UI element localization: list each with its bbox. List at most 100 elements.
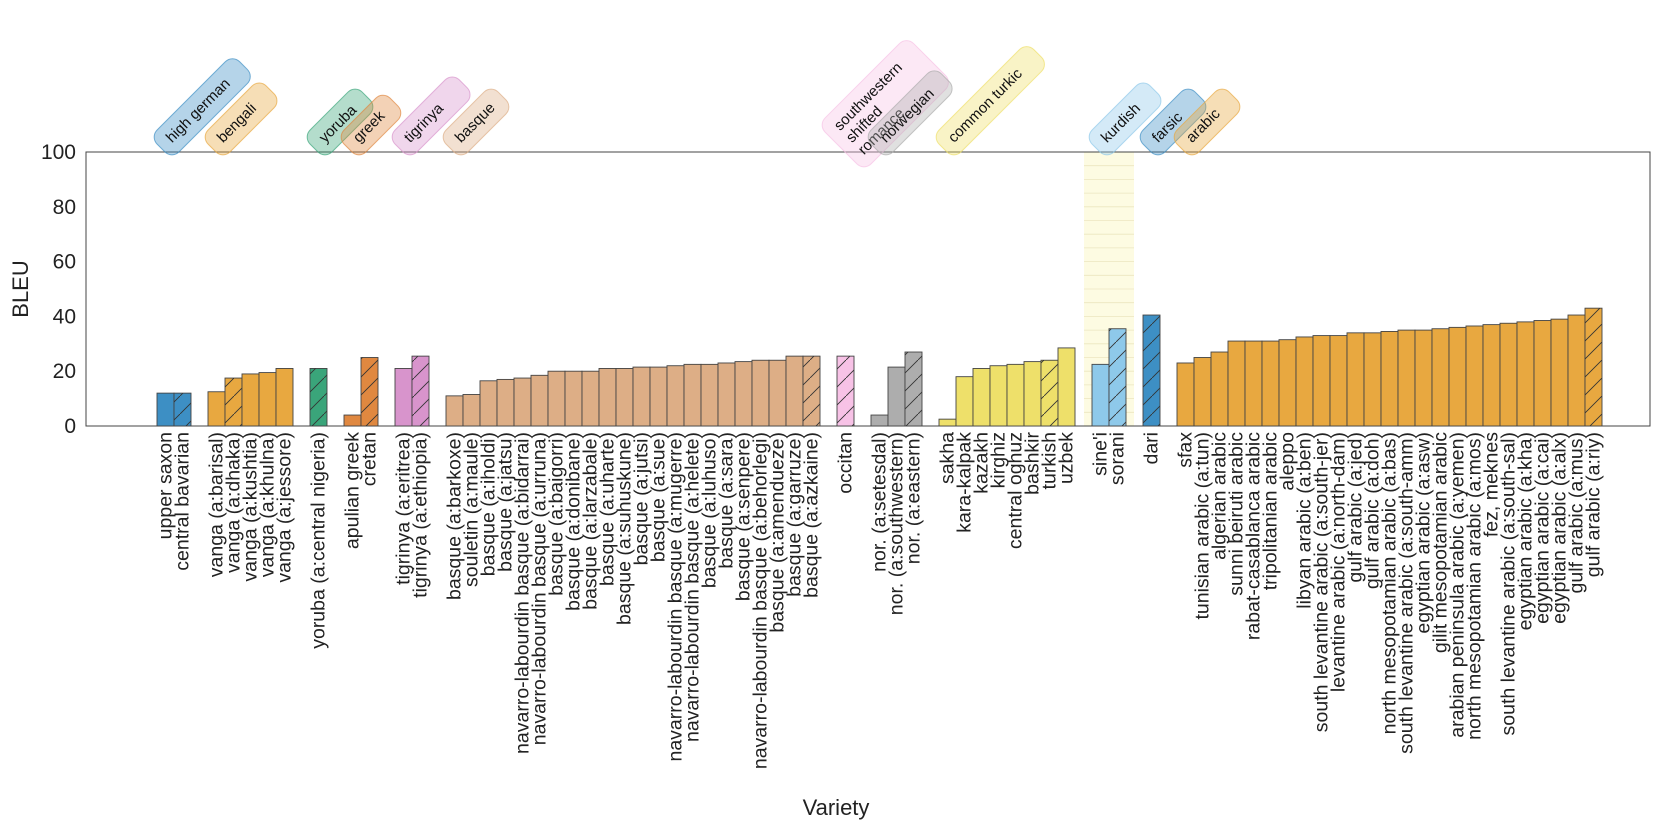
bar-hatch-tigrinya-a-ethiopia [412,356,429,426]
x-tick-label: libyan arabic (a:ben) [1294,432,1316,609]
x-tick-label: navarro-labourdin basque (a:mugerre) [665,432,687,762]
bar-vanga-a-khulna [258,372,277,427]
x-tick-label: egyptian arabic (a:cai) [1532,432,1554,624]
x-tick-label: dari [1141,432,1163,465]
y-axis-label: BLEU [8,260,33,317]
bar-hatch-gulf-arabic-a-riy [1585,308,1602,426]
bar-south-levantine-arabic-a-south-sal [1499,322,1518,427]
x-tick-label: north mesopotamian arabic (a:mos) [1464,432,1486,740]
bar-basque-a-senpere [734,361,753,427]
bar-libyan-arabic-a-ben [1295,336,1314,427]
x-tick-label: apulian greek [342,432,364,549]
x-tick-label: bashkir [1022,432,1044,495]
x-tick-label: basque (a:iholdi) [478,432,500,576]
plot-frame [85,151,1651,427]
bar-arabian-peninsula-arabic-a-yemen [1448,326,1467,427]
bar-egyptian-arabic-a-alx [1550,318,1569,427]
bar-upper-saxon [156,392,175,427]
group-label-badge [204,82,278,156]
x-tick-label: vanga (a:khulna) [257,432,279,577]
x-tick-label: yoruba (a:central nigeria) [308,432,330,649]
bar-sine-i [1091,363,1110,427]
x-tick-label: gulf arabic (a:riy) [1583,432,1605,577]
x-tick-label: sfax [1175,432,1197,468]
group-label-badge [935,46,1045,156]
bar-basque-a-sue [649,366,668,427]
bar-levantine-arabic-a-north-dam [1329,335,1348,427]
bar-hatch-cretan [361,357,378,426]
bar-north-mesopotamian-arabic-a-mos [1465,325,1484,427]
x-tick-label: basque (a:jatsu) [495,432,517,572]
group-label-badge [153,58,251,156]
group-label-badge [867,70,953,156]
bar-gulf-arabic-a-doh [1363,332,1382,427]
group-label-badge [391,76,471,156]
bar-navarro-labourdin-basque-a-bidarrai [513,377,532,427]
x-tick-label: tunisian arabic (a:tun) [1192,432,1214,620]
x-tick-label: gulf arabic (a:mus) [1566,432,1588,593]
x-tick-label: levantine arabic (a:north-dam) [1328,432,1350,692]
x-tick-label: cretan [359,432,381,486]
y-tick-label: 20 [53,360,76,383]
bar-egyptian-arabic-a-asw [1414,329,1433,427]
bar-hatch-nor-a-eastern [905,352,922,426]
group-label-yoruba: yoruba [306,88,374,156]
x-tick-label: tigrinya (a:eritrea) [393,432,415,585]
bar-kara-kalpak [955,376,974,427]
x-tick-label: navarro-labourdin basque (a:urruna) [529,432,551,745]
bar-north-mesopotamian-arabic-a-bas [1380,331,1399,427]
x-tick-label: navarro-labourdin basque (a:helete) [682,432,704,742]
bar-south-levantine-arabic-a-south-amm [1397,329,1416,427]
bar-hatch-occitan [837,356,854,426]
bar-gilit-mesopotamian-arabic [1431,328,1450,427]
x-tick-label: basque (a:sara) [716,432,738,569]
bar-uzbek [1057,347,1076,427]
x-tick-label: navarro-labourdin basque (a:behorlegi) [750,432,772,769]
bar-kazakh [972,368,991,427]
group-label-common-turkic: common turkic [935,46,1045,156]
bar-hatch-yoruba-a-central-nigeria [310,368,327,426]
x-tick-label: basque (a:amendueze) [767,432,789,633]
x-axis-label: Variety [803,795,870,820]
x-tick-label: gulf arabic (a:jed) [1345,432,1367,583]
group-label-kurdish: kurdish [1088,82,1162,156]
x-tick-label: basque (a:jutsi) [631,432,653,565]
bar-basque-a-jatsu [496,378,515,427]
bar-egyptian-arabic-a-kha [1516,321,1535,427]
x-tick-label: basque (a:larzabale) [580,432,602,610]
bar-central-oghuz [1006,363,1025,427]
x-tick-label: basque (a:garruze) [784,432,806,597]
bar-basque-a-amendueze [768,359,787,427]
x-tick-label: north mesopotamian arabic (a:bas) [1379,432,1401,734]
bar-sakha [938,418,957,427]
bar-hatch-dari [1143,315,1160,426]
x-tick-label: egyptian arabic (a:asw) [1413,432,1435,634]
bar-basque-a-uharte [598,368,617,427]
x-tick-label: upper saxon [155,432,177,539]
bar-basque-a-baigorri [547,370,566,427]
group-label-badge [306,88,374,156]
bar-basque-a-garruze [785,355,804,427]
group-label-badge [340,94,402,156]
x-tick-label: basque (a:donibane) [563,432,585,611]
x-tick-label: tigrinya (a:ethiopia) [410,432,432,598]
bar-egyptian-arabic-a-cai [1533,320,1552,427]
y-tick-label: 100 [41,141,76,164]
x-tick-label: gulf arabic (a:doh) [1362,432,1384,589]
x-tick-label: basque (a:barkoxe) [444,432,466,600]
bar-sunni-beiruti-arabic [1227,340,1246,427]
x-tick-label: aleppo [1277,432,1299,491]
x-tick-label: basque (a:luhuso) [699,432,721,588]
x-tick-label: kirghiz [988,432,1010,488]
group-label-badge [821,40,949,168]
x-tick-label: basque (a:baigorri) [546,432,568,596]
bar-nor-a-setesdal [870,414,889,427]
bar-basque-a-sara [717,362,736,427]
bar-hatch-sorani [1109,328,1126,426]
x-tick-label: rabat-casablanca arabic [1243,432,1265,640]
x-tick-label: basque (a:uharte) [597,432,619,586]
x-tick-label: sakha [937,432,959,484]
x-tick-label: south levantine arabic (a:south-jer) [1311,432,1333,732]
x-tick-label: kara-kalpak [954,432,976,533]
